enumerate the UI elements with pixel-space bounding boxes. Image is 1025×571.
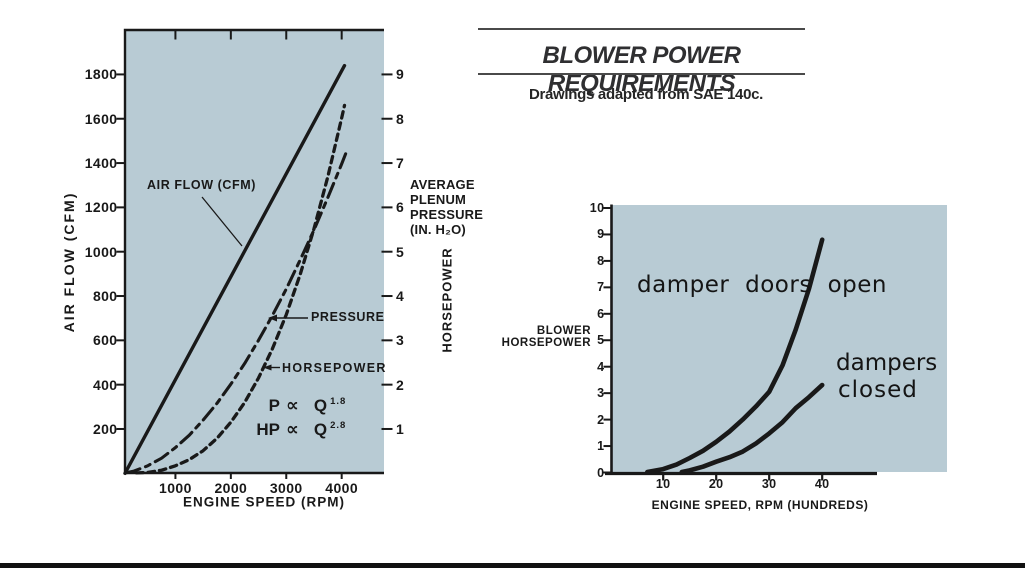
horsepower-series-callout: HORSEPOWER <box>282 361 387 375</box>
right-chart-y-tick-label: 7 <box>597 280 605 295</box>
pressure-series-callout: PRESSURE <box>311 310 385 324</box>
left-chart-rpm-tick-label: 1000 <box>159 479 192 496</box>
left-chart-cfm-tick-label: 1400 <box>84 155 118 172</box>
formula-rhs: Q <box>313 420 328 439</box>
formula-lhs: P <box>268 396 280 415</box>
formula-exponent: 1.8 <box>330 396 347 407</box>
left-chart-hp-tick-label: 6 <box>396 199 405 216</box>
right-chart-y-tick-label: 2 <box>597 412 605 427</box>
left-chart-x-axis-title: ENGINE SPEED (RPM) <box>182 494 346 510</box>
left-chart-hp-tick-label: 1 <box>396 420 405 437</box>
left-plot-background <box>125 30 384 473</box>
left-chart-cfm-tick-label: 1000 <box>84 243 118 260</box>
title-rule-bottom <box>478 73 805 75</box>
right-chart-x-axis-title: ENGINE SPEED, RPM (HUNDREDS) <box>651 498 869 512</box>
left-chart-cfm-tick-label: 200 <box>92 420 118 437</box>
right-chart-y-tick-label: 6 <box>597 306 605 321</box>
left-chart-hp-tick-label: 9 <box>396 66 405 83</box>
horsepower-callout-arrowhead <box>263 364 272 371</box>
plenum-pressure-note-line: (IN. H₂O) <box>410 222 466 237</box>
right-chart-y-tick-label: 0 <box>597 465 605 480</box>
series-line-horsepower <box>134 103 347 475</box>
airflow-series-callout: AIR FLOW (CFM) <box>147 178 257 192</box>
formula-exponent: 2.8 <box>330 420 347 431</box>
plenum-pressure-note-line: AVERAGE <box>410 177 475 192</box>
left-chart-rpm-tick-label: 3000 <box>269 479 303 496</box>
proportional-to-symbol: ∝ <box>286 395 299 416</box>
formula-rhs: Q <box>313 396 328 415</box>
left-chart-rpm-tick-label: 4000 <box>325 479 359 496</box>
left-chart-cfm-tick-label: 1600 <box>84 110 118 127</box>
right-chart-y-tick-label: 8 <box>597 253 605 268</box>
right-chart-x-tick-label: 40 <box>814 477 830 491</box>
dampers-closed-curve-label-line: closed <box>838 377 918 403</box>
series-line-air-flow-cfm- <box>123 63 347 475</box>
left-chart-hp-tick-label: 8 <box>396 110 405 127</box>
right-chart-y-tick-label: 1 <box>597 439 605 454</box>
left-chart-hp-tick-label: 7 <box>396 155 405 172</box>
plenum-pressure-note-line: PRESSURE <box>410 207 484 222</box>
damper-doors-open-curve-label: damper doors open <box>637 272 888 298</box>
horsepower-proportionality-formula: HP ∝ Q 2.8 <box>252 419 346 440</box>
right-chart-y-tick-label: 3 <box>597 386 605 401</box>
right-chart-y-tick-label: 9 <box>597 227 605 242</box>
curve-dampers-closed <box>679 382 825 475</box>
plenum-pressure-note-line: PLENUM <box>410 192 467 207</box>
left-chart-hp-tick-label: 4 <box>396 288 405 305</box>
right-chart-y-axis-title-line: BLOWER <box>536 325 591 337</box>
left-chart-right-y-axis-title: HORSEPOWER <box>439 247 455 353</box>
left-chart-rpm-tick-label: 2000 <box>214 479 248 496</box>
right-chart-y-tick-label: 10 <box>589 201 605 215</box>
proportional-to-symbol: ∝ <box>286 419 299 440</box>
right-chart-y-tick-label: 4 <box>597 359 605 374</box>
page-bottom-rule <box>0 563 1025 568</box>
pressure-callout-arrowhead <box>268 314 277 322</box>
pressure-proportionality-formula: P ∝ Q 1.8 <box>252 395 346 416</box>
page-subtitle: Drawings adapted from SAE 140c. <box>528 86 764 103</box>
left-chart-cfm-tick-label: 1800 <box>84 66 118 83</box>
airflow-callout-pointer <box>201 196 243 247</box>
left-chart-y-axis-title: AIR FLOW (CFM) <box>61 191 77 333</box>
left-chart-hp-tick-label: 2 <box>396 376 405 393</box>
curve-damper-doors-open <box>645 237 825 475</box>
right-chart-y-tick-label: 5 <box>597 333 605 348</box>
left-chart-cfm-tick-label: 600 <box>92 332 118 349</box>
right-chart-x-tick-label: 30 <box>761 477 777 491</box>
title-rule-top <box>478 28 805 30</box>
left-chart-hp-tick-label: 3 <box>396 332 405 349</box>
left-chart-cfm-tick-label: 800 <box>92 288 118 305</box>
right-chart-x-tick-label: 20 <box>708 477 724 491</box>
left-chart-hp-tick-label: 5 <box>396 243 405 260</box>
right-chart-x-tick-label: 10 <box>655 477 671 491</box>
left-chart-cfm-tick-label: 400 <box>92 376 118 393</box>
right-chart-y-axis-title-line: HORSEPOWER <box>501 337 591 349</box>
dampers-closed-curve-label-line: dampers <box>836 350 938 376</box>
left-chart-cfm-tick-label: 1200 <box>84 199 118 216</box>
formula-lhs: HP <box>256 420 280 439</box>
